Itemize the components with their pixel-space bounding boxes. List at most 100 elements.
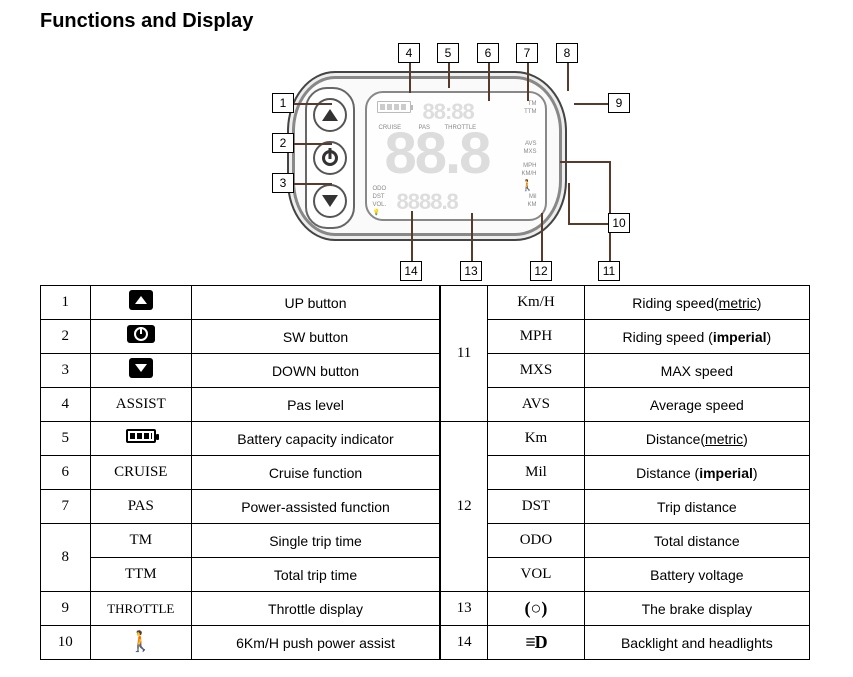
cell-desc: The brake display xyxy=(584,592,809,626)
lbl-ttm: TTM xyxy=(524,109,536,116)
cell-num: 6 xyxy=(41,456,91,490)
table-row: 9 THROTTLE Throttle display xyxy=(41,592,440,626)
table-row: TTM Total trip time xyxy=(41,558,440,592)
cell-sym: Km/H xyxy=(488,286,585,320)
cell-sym: Mil xyxy=(488,456,585,490)
battery-icon xyxy=(126,429,156,443)
table-row: VOL Battery voltage xyxy=(441,558,810,592)
down-button-icon xyxy=(129,358,153,378)
cell-desc: Single trip time xyxy=(192,524,440,558)
table-row: 5 Battery capacity indicator xyxy=(41,422,440,456)
cell-num: 10 xyxy=(41,626,91,660)
power-button-icon xyxy=(127,325,155,343)
table-row: MXS MAX speed xyxy=(441,354,810,388)
cell-desc: DOWN button xyxy=(192,354,440,388)
cell-num: 8 xyxy=(41,524,91,592)
up-triangle-icon xyxy=(322,109,338,121)
cell-sym: CRUISE xyxy=(90,456,191,490)
callout-3: 3 xyxy=(272,173,294,193)
cell-desc: Battery voltage xyxy=(584,558,809,592)
cell-desc: Throttle display xyxy=(192,592,440,626)
cell-sym: 🚶 xyxy=(90,626,191,660)
callout-9: 9 xyxy=(608,93,630,113)
callout-4: 4 xyxy=(398,43,420,63)
table-row: MPH Riding speed (imperial) xyxy=(441,320,810,354)
cell-num: 1 xyxy=(41,286,91,320)
cell-num: 13 xyxy=(441,592,488,626)
cell-sym: (○) xyxy=(488,592,585,626)
lbl-avs: AVS xyxy=(525,141,537,148)
cell-sym: ODO xyxy=(488,524,585,558)
legend-table-right: 11 Km/H Riding speed(metric) MPH Riding … xyxy=(440,285,810,660)
table-row: 7 PAS Power-assisted function xyxy=(41,490,440,524)
cell-desc: Backlight and headlights xyxy=(584,626,809,660)
table-row: DST Trip distance xyxy=(441,490,810,524)
callout-6: 6 xyxy=(477,43,499,63)
cell-num: 12 xyxy=(441,422,488,592)
leader-line xyxy=(560,161,610,163)
leader-line xyxy=(568,183,570,225)
table-row: 13 (○) The brake display xyxy=(441,592,810,626)
table-row: 4 ASSIST Pas level xyxy=(41,388,440,422)
cell-desc: Cruise function xyxy=(192,456,440,490)
table-row: 12 Km Distance(metric) xyxy=(441,422,810,456)
callout-1: 1 xyxy=(272,93,294,113)
cell-desc: SW button xyxy=(192,320,440,354)
cell-sym: PAS xyxy=(90,490,191,524)
lbl-tm: TM xyxy=(528,101,537,108)
seg-odo: 8888.8 xyxy=(397,189,458,215)
light-icon-small: 💡 xyxy=(373,210,380,217)
cell-desc: Distance (imperial) xyxy=(584,456,809,490)
headlight-icon: ≡D xyxy=(525,632,546,653)
lbl-vol: VOL. xyxy=(373,202,387,209)
leader-line xyxy=(294,143,332,145)
leader-line xyxy=(527,63,529,101)
cell-num: 4 xyxy=(41,388,91,422)
table-row: ODO Total distance xyxy=(441,524,810,558)
lcd-body: 88:88 TM TTM CRUISE PAS THROTTLE 88.8 AV… xyxy=(287,71,567,241)
cell-desc: Total trip time xyxy=(192,558,440,592)
table-row: 2 SW button xyxy=(41,320,440,354)
cell-num: 3 xyxy=(41,354,91,388)
table-row: AVS Average speed xyxy=(441,388,810,422)
power-button xyxy=(313,141,347,175)
cell-sym: MXS xyxy=(488,354,585,388)
leader-line xyxy=(574,103,608,105)
lbl-dst: DST xyxy=(373,194,385,201)
table-row: 8 TM Single trip time xyxy=(41,524,440,558)
callout-14: 14 xyxy=(400,261,422,281)
metric-link: metric xyxy=(705,431,743,447)
leader-line xyxy=(541,213,543,261)
cell-desc: UP button xyxy=(192,286,440,320)
lbl-km: KM xyxy=(528,202,537,209)
cell-sym xyxy=(90,354,191,388)
leader-line xyxy=(448,63,450,88)
cell-desc: Power-assisted function xyxy=(192,490,440,524)
table-row: Mil Distance (imperial) xyxy=(441,456,810,490)
leader-line xyxy=(568,223,608,225)
power-icon xyxy=(322,150,338,166)
lcd-screen: 88:88 TM TTM CRUISE PAS THROTTLE 88.8 AV… xyxy=(365,91,547,221)
page-title: Functions and Display xyxy=(40,10,813,33)
leader-line xyxy=(567,63,569,91)
leader-line xyxy=(609,161,611,261)
button-column xyxy=(305,87,355,229)
cell-num: 7 xyxy=(41,490,91,524)
cell-num: 11 xyxy=(441,286,488,422)
lcd-diagram: 88:88 TM TTM CRUISE PAS THROTTLE 88.8 AV… xyxy=(287,71,567,241)
cell-sym: TTM xyxy=(90,558,191,592)
down-button xyxy=(313,184,347,218)
cell-desc: Distance(metric) xyxy=(584,422,809,456)
cell-sym: MPH xyxy=(488,320,585,354)
metric-link: metric xyxy=(719,295,757,311)
cell-desc: Trip distance xyxy=(584,490,809,524)
lbl-kmh: KM/H xyxy=(522,171,537,178)
leader-line xyxy=(488,63,490,101)
cell-sym: ASSIST xyxy=(90,388,191,422)
walk-icon: 🚶 xyxy=(128,632,153,652)
cell-num: 2 xyxy=(41,320,91,354)
cell-desc: Average speed xyxy=(584,388,809,422)
leader-line xyxy=(471,213,473,261)
callout-12: 12 xyxy=(530,261,552,281)
callout-2: 2 xyxy=(272,133,294,153)
